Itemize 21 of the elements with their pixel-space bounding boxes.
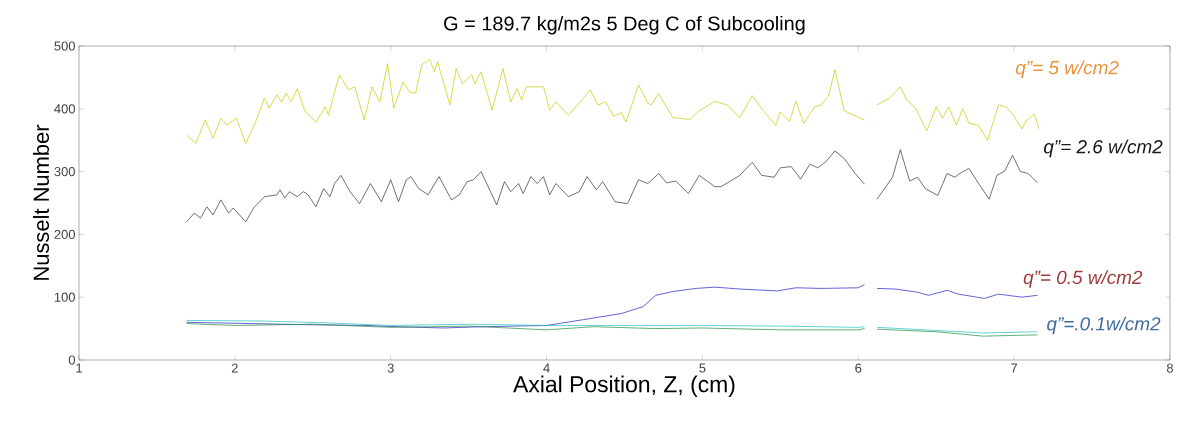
y-tick-label: 400 (54, 104, 75, 114)
annotation: q”= 2.6 w/cm2 (1044, 139, 1163, 158)
annotation: q”= 0.5 w/cm2 (1023, 270, 1143, 288)
x-tick-label: 2 (231, 363, 238, 373)
y-tick-label: 500 (54, 41, 75, 51)
chart-title: G = 189.7 kg/m2s 5 Deg C of Subcooling (444, 15, 805, 35)
x-tick-label: 5 (699, 363, 706, 373)
x-tick-label: 6 (855, 363, 862, 373)
y-tick-label: 100 (54, 292, 75, 302)
y-axis-title: Nusselt Number (32, 124, 50, 280)
annotation: q”= 5 w/cm2 (1015, 60, 1119, 79)
x-tick-label: 3 (387, 363, 394, 373)
x-axis-title: Axial Position, Z, (cm) (513, 375, 735, 397)
x-tick-label: 7 (1011, 363, 1018, 373)
y-tick-label: 300 (54, 167, 75, 177)
x-tick-label: 4 (543, 363, 550, 373)
x-tick-label: 1 (76, 363, 82, 373)
x-tick-label: 8 (1166, 363, 1173, 373)
y-tick-label: 200 (54, 229, 75, 239)
y-tick-label: 0 (68, 355, 75, 365)
annotation: q”=.0.1w/cm2 (1047, 316, 1161, 335)
